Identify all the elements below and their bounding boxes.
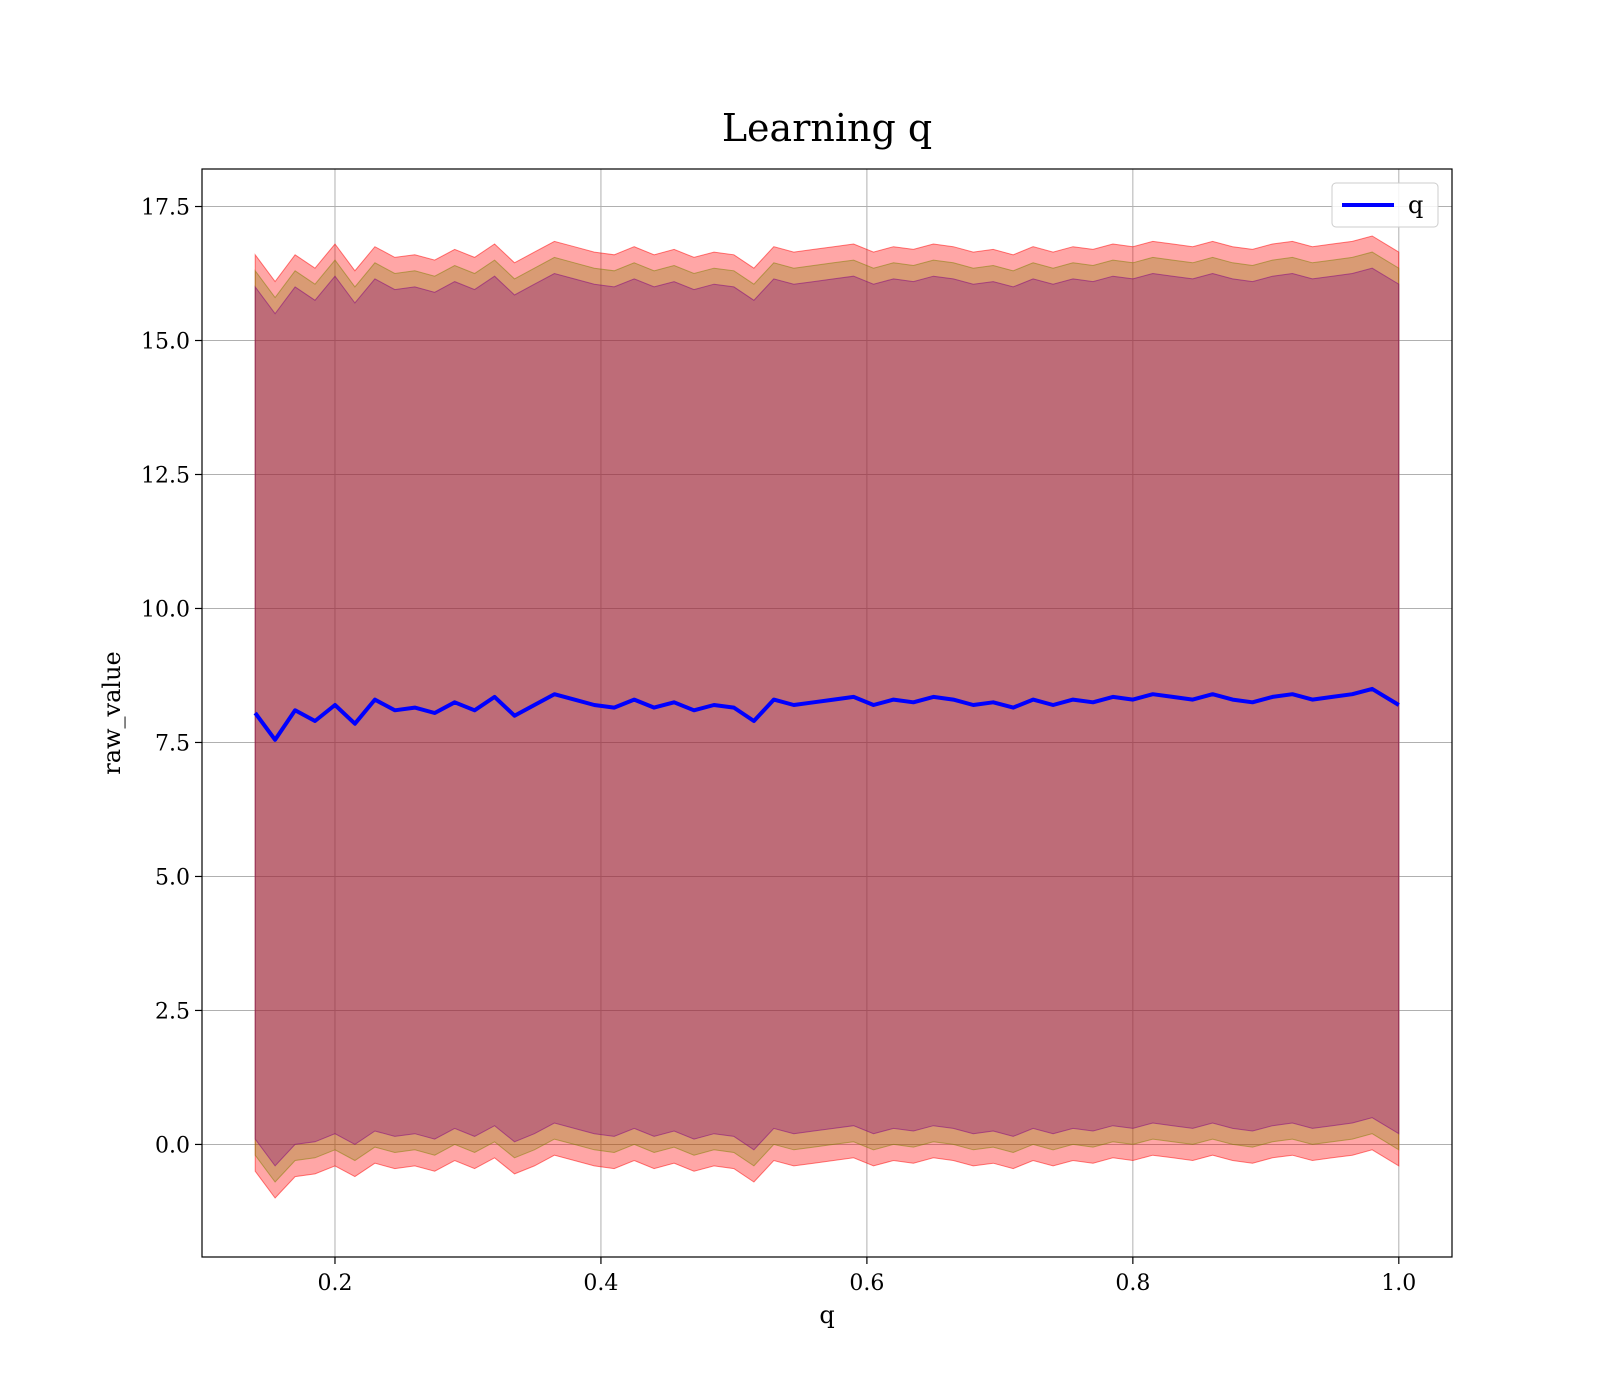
confidence-bands <box>254 235 1400 1199</box>
grid-lines <box>202 169 1452 1257</box>
plot-frame <box>201 168 1453 1258</box>
y-tick-label: 17.5 <box>141 196 190 221</box>
legend: q <box>1331 182 1439 228</box>
confidence-band-2 <box>254 267 1400 1167</box>
x-axis-title: q <box>819 1301 834 1329</box>
confidence-band-0 <box>254 235 1400 1199</box>
x-tick-label: 0.6 <box>849 1271 884 1296</box>
y-tick-label: 10.0 <box>141 597 190 622</box>
x-tick-label: 0.8 <box>1115 1271 1150 1296</box>
axis-ticks: 0.2 0.4 0.6 0.8 1.0 0.0 2.5 5.0 7.5 10.0 12.5 15.0 1… <box>141 196 1416 1296</box>
y-tick-label: 15.0 <box>141 330 190 355</box>
series-line-q <box>253 686 1400 742</box>
y-tick-label: 7.5 <box>155 731 190 756</box>
legend-label: q <box>1408 191 1423 219</box>
x-tick-label: 0.4 <box>583 1271 618 1296</box>
y-tick-label: 12.5 <box>141 463 190 488</box>
x-tick-label: 1.0 <box>1381 1271 1416 1296</box>
x-tick-label: 0.2 <box>317 1271 352 1296</box>
confidence-band-1 <box>254 251 1400 1183</box>
y-tick-label: 0.0 <box>155 1133 190 1158</box>
y-tick-label: 2.5 <box>155 999 190 1024</box>
y-tick-label: 5.0 <box>155 865 190 890</box>
chart-title: Learning q <box>722 106 932 150</box>
y-axis-title: raw_value <box>98 651 126 775</box>
series-lines <box>253 686 1400 742</box>
